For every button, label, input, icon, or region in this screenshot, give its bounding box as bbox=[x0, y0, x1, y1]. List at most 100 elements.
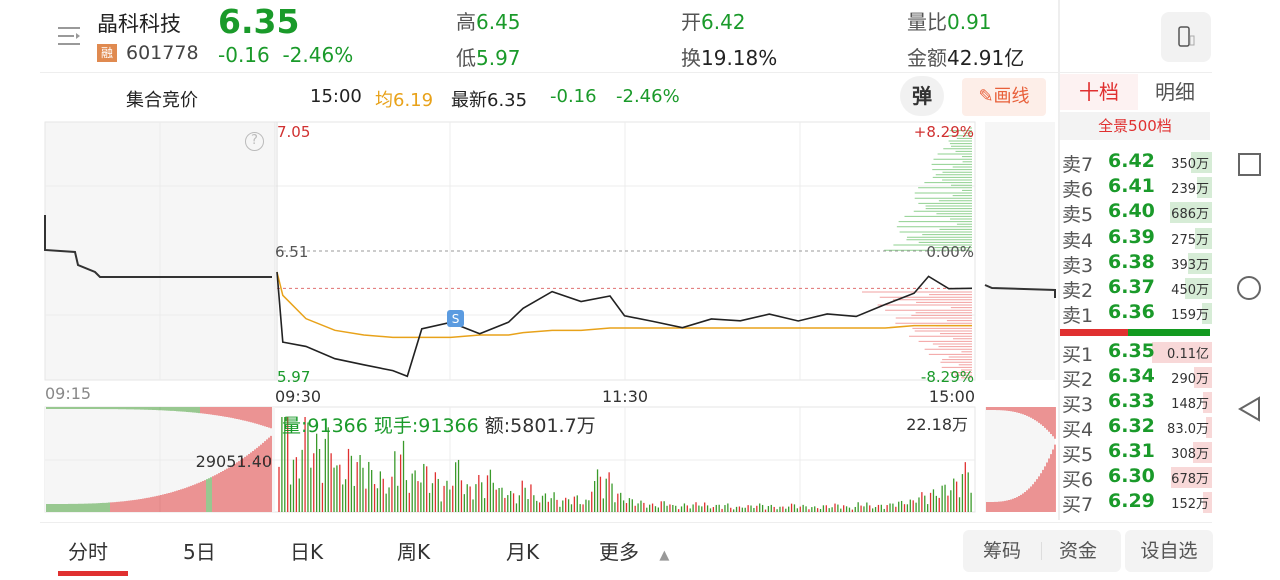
order-sell-2[interactable]: 卖2 6.37 450万 bbox=[1062, 276, 1212, 302]
divider bbox=[40, 522, 1212, 523]
volume-bar bbox=[1194, 367, 1212, 388]
volume-bar bbox=[1171, 467, 1212, 488]
level-price: 6.39 bbox=[1108, 225, 1155, 248]
intraday-chart[interactable]: S 7.05 6.51 5.97 +8.29% 0.00% -8.29% 09:15 09:30… bbox=[0, 0, 1058, 520]
level-label: 买1 bbox=[1062, 344, 1094, 366]
x-label: 11:30 bbox=[602, 387, 648, 406]
sub-change-pct: -2.46% bbox=[616, 86, 680, 107]
stat-open: 开6.42 bbox=[681, 10, 746, 34]
after-price-line bbox=[984, 284, 1056, 298]
latest-price: 最新6.35 bbox=[451, 90, 528, 111]
price-line bbox=[276, 271, 973, 378]
back-icon[interactable] bbox=[1238, 396, 1260, 422]
volume-bar bbox=[1191, 152, 1212, 173]
tab-ten-levels[interactable]: 十档 bbox=[1060, 74, 1138, 110]
level-volume: 159万 bbox=[1171, 308, 1209, 324]
order-buy-6[interactable]: 买6 6.30 678万 bbox=[1062, 465, 1212, 491]
tab-more[interactable]: 更多 ▲ bbox=[599, 540, 670, 564]
y-label-bottom: 5.97 bbox=[277, 368, 310, 386]
level-price: 6.29 bbox=[1108, 490, 1155, 512]
level-label: 卖1 bbox=[1062, 305, 1094, 328]
order-buy-5[interactable]: 买5 6.31 308万 bbox=[1062, 440, 1212, 466]
level-volume: 678万 bbox=[1171, 472, 1209, 487]
order-sell-3[interactable]: 卖3 6.38 393万 bbox=[1062, 250, 1212, 277]
stock-code: 601778 bbox=[126, 42, 199, 64]
order-sell-6[interactable]: 卖6 6.41 239万 bbox=[1062, 175, 1212, 202]
tab-daily-k[interactable]: 日K bbox=[290, 540, 324, 564]
level-label: 卖6 bbox=[1062, 179, 1094, 202]
level-volume: 239万 bbox=[1171, 182, 1209, 198]
volume-bar bbox=[1203, 492, 1212, 513]
stat-high: 高6.45 bbox=[456, 10, 521, 34]
volume-bar bbox=[1203, 392, 1212, 413]
home-icon[interactable] bbox=[1237, 276, 1261, 300]
volume-bar bbox=[1195, 227, 1212, 249]
recents-icon[interactable] bbox=[1238, 153, 1261, 176]
level-label: 卖7 bbox=[1062, 154, 1094, 176]
level-volume: 308万 bbox=[1171, 447, 1209, 462]
margin-badge: 融 bbox=[97, 44, 117, 62]
price-change: -0.16 -2.46% bbox=[218, 43, 354, 67]
menu-icon[interactable] bbox=[56, 24, 84, 48]
level-label: 卖3 bbox=[1062, 254, 1094, 277]
volume-info-item: 现手:91366 bbox=[368, 415, 479, 437]
order-sell-5[interactable]: 卖5 6.40 686万 bbox=[1062, 200, 1212, 227]
volume-info-item: 量:91366 bbox=[282, 415, 368, 437]
level-volume: 148万 bbox=[1171, 397, 1209, 412]
draw-line-button[interactable]: ✎画线 bbox=[962, 78, 1046, 116]
tab-5day[interactable]: 5日 bbox=[183, 540, 216, 564]
tab-weekly-k[interactable]: 周K bbox=[397, 540, 431, 564]
after-area bbox=[985, 122, 1055, 380]
sub-change: -0.16 bbox=[550, 86, 597, 107]
level-volume: 152万 bbox=[1171, 497, 1209, 512]
tab-monthly-k[interactable]: 月K bbox=[506, 540, 540, 564]
level-price: 6.32 bbox=[1108, 415, 1155, 437]
danmu-button[interactable]: 弹 bbox=[900, 76, 944, 116]
panorama-500-button[interactable]: 全景500档 bbox=[1060, 112, 1210, 140]
volume-bar bbox=[1202, 303, 1212, 325]
s-marker-text: S bbox=[452, 312, 460, 326]
volume-info-item: 额:5801.7万 bbox=[479, 415, 596, 437]
level-volume: 290万 bbox=[1171, 372, 1209, 387]
pct-label-mid: 0.00% bbox=[926, 243, 974, 261]
level-price: 6.41 bbox=[1108, 175, 1155, 198]
level-label: 卖5 bbox=[1062, 204, 1094, 227]
order-buy-1[interactable]: 买1 6.35 0.11亿 bbox=[1062, 340, 1212, 366]
level-price: 6.30 bbox=[1108, 465, 1155, 487]
volume-bar bbox=[1188, 252, 1212, 274]
level-price: 6.38 bbox=[1108, 250, 1155, 273]
level-label: 卖2 bbox=[1062, 280, 1094, 302]
level-price: 6.33 bbox=[1108, 390, 1155, 412]
level-volume: 0.11亿 bbox=[1167, 347, 1209, 362]
order-buy-2[interactable]: 买2 6.34 290万 bbox=[1062, 365, 1212, 391]
chips-button[interactable]: 筹码 bbox=[983, 540, 1022, 562]
level-label: 买7 bbox=[1062, 494, 1094, 516]
order-buy-3[interactable]: 买3 6.33 148万 bbox=[1062, 390, 1212, 416]
order-buy-7[interactable]: 买7 6.29 152万 bbox=[1062, 490, 1212, 516]
volume-bar bbox=[1185, 278, 1212, 299]
help-icon[interactable]: ? bbox=[245, 132, 264, 151]
caret-up-icon: ▲ bbox=[659, 548, 670, 563]
divider bbox=[1041, 542, 1042, 560]
device-switch-button[interactable] bbox=[1161, 12, 1211, 62]
current-price: 6.35 bbox=[218, 2, 300, 41]
stock-name: 晶科科技 bbox=[97, 12, 181, 36]
funds-button[interactable]: 资金 bbox=[1059, 540, 1098, 562]
order-buy-4[interactable]: 买4 6.32 83.0万 bbox=[1062, 415, 1212, 441]
tab-details[interactable]: 明细 bbox=[1155, 80, 1195, 104]
x-label: 15:00 bbox=[929, 387, 975, 406]
order-sell-4[interactable]: 卖4 6.39 275万 bbox=[1062, 225, 1212, 252]
level-volume: 350万 bbox=[1171, 157, 1209, 172]
order-sell-1[interactable]: 卖1 6.36 159万 bbox=[1062, 301, 1212, 328]
auction-label: 集合竞价 bbox=[126, 90, 198, 111]
tab-intraday[interactable]: 分时 bbox=[68, 540, 108, 564]
active-tab-indicator bbox=[58, 571, 128, 576]
pencil-icon: ✎ bbox=[978, 86, 994, 107]
order-sell-7[interactable]: 卖7 6.42 350万 bbox=[1062, 150, 1212, 176]
level-label: 买2 bbox=[1062, 369, 1094, 391]
level-label: 买4 bbox=[1062, 419, 1094, 441]
add-watchlist-button[interactable]: 设自选 bbox=[1125, 530, 1213, 572]
pct-label-top: +8.29% bbox=[914, 123, 974, 141]
chips-funds-group: 筹码 资金 bbox=[963, 530, 1121, 572]
divider bbox=[40, 72, 1212, 73]
